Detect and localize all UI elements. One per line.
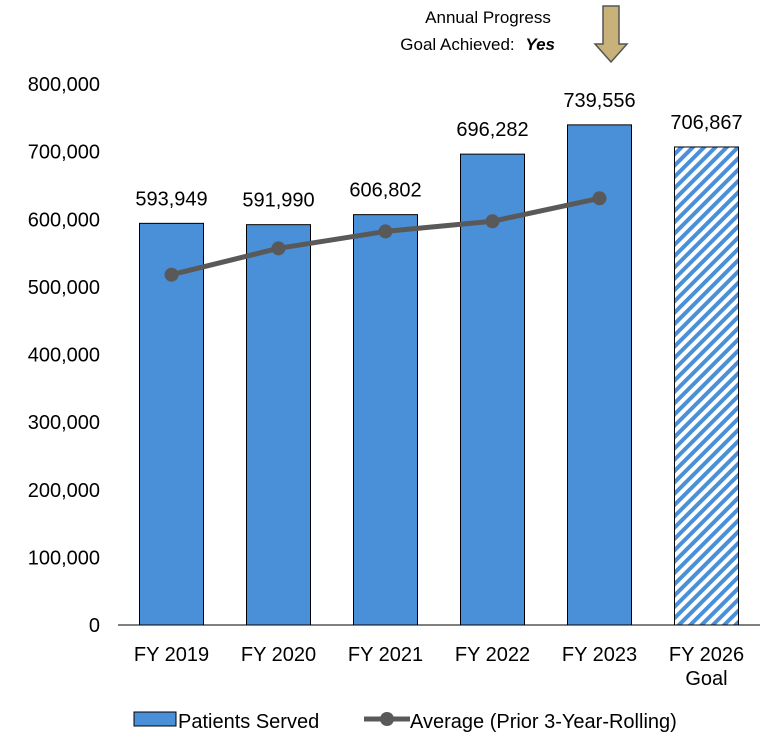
bar-goal: [674, 146, 739, 626]
bars: [139, 124, 739, 626]
bar-data-label: 591,990: [242, 190, 314, 212]
y-axis: 0 100,000 200,000 300,000 400,000 500,000 600,…: [28, 74, 100, 637]
bar: [139, 222, 204, 626]
y-tick-label: 600,000: [28, 209, 100, 231]
average-line: [164, 191, 607, 282]
bar-data-labels: 593,949 591,990 606,802 696,282 739,556 706,8…: [135, 90, 742, 212]
x-tick-label: FY 2019: [134, 644, 209, 666]
bar-data-label: 606,802: [349, 180, 421, 202]
x-tick-label: FY 2021: [348, 644, 423, 666]
y-tick-label: 100,000: [28, 547, 100, 569]
annotation-line2-value: Yes: [525, 35, 555, 54]
y-tick-label: 200,000: [28, 480, 100, 502]
legend-label-average: Average (Prior 3-Year-Rolling): [410, 711, 677, 733]
x-tick-label: FY 2026 Goal: [669, 644, 744, 690]
y-tick-label: 400,000: [28, 345, 100, 367]
average-line-point: [378, 224, 393, 239]
y-tick-label: 500,000: [28, 277, 100, 299]
annotation-line2-prefix: Goal Achieved:: [400, 35, 514, 54]
bar-data-label: 706,867: [670, 112, 742, 134]
average-line-point: [164, 267, 179, 282]
legend: Patients Served Average (Prior 3-Year-Ro…: [133, 711, 677, 733]
bar-data-label: 696,282: [456, 119, 528, 141]
bar: [567, 124, 632, 626]
average-line-point: [592, 191, 607, 206]
y-tick-label: 0: [89, 615, 100, 637]
x-tick-label: FY 2023: [562, 644, 637, 666]
legend-swatch-patients-served: [133, 711, 177, 727]
x-tick-label: FY 2020: [241, 644, 316, 666]
annotation-line2: Goal Achieved: Yes: [400, 35, 555, 54]
bar: [246, 224, 311, 626]
y-tick-label: 800,000: [28, 74, 100, 96]
down-arrow-icon: [593, 5, 629, 64]
average-line-point: [271, 241, 286, 256]
y-tick-label: 300,000: [28, 412, 100, 434]
x-tick-label: FY 2022: [455, 644, 530, 666]
bar-data-label: 593,949: [135, 188, 207, 210]
legend-label-patients-served: Patients Served: [178, 711, 319, 733]
bar-data-label: 739,556: [563, 90, 635, 112]
average-line-point: [485, 214, 500, 229]
bar: [353, 214, 418, 626]
x-axis: FY 2019 FY 2020 FY 2021 FY 2022 FY 2023 FY 20…: [134, 644, 744, 690]
legend-marker-average: [380, 712, 394, 726]
annotation: Annual Progress Goal Achieved: Yes: [400, 5, 629, 64]
y-tick-label: 700,000: [28, 142, 100, 164]
annotation-line1: Annual Progress: [425, 8, 551, 27]
bar: [460, 153, 525, 626]
